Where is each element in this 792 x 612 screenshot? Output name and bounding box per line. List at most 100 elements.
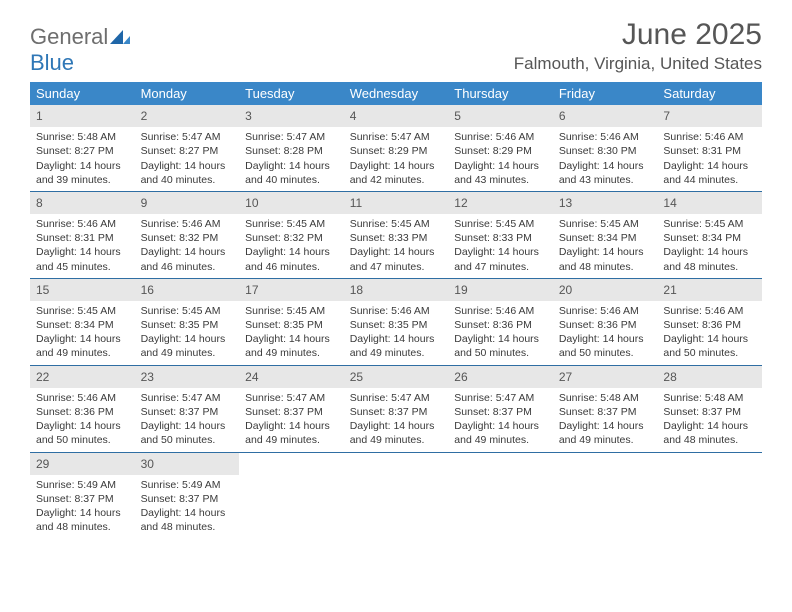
daylight-text: Daylight: 14 hours and 45 minutes.: [36, 245, 131, 273]
sunrise-text: Sunrise: 5:46 AM: [559, 130, 654, 144]
day-body: Sunrise: 5:47 AMSunset: 8:27 PMDaylight:…: [135, 130, 240, 187]
day-body: Sunrise: 5:47 AMSunset: 8:37 PMDaylight:…: [344, 391, 449, 448]
day-number: 26: [448, 366, 553, 388]
sunset-text: Sunset: 8:37 PM: [559, 405, 654, 419]
sunrise-text: Sunrise: 5:47 AM: [245, 391, 340, 405]
sunset-text: Sunset: 8:31 PM: [36, 231, 131, 245]
daylight-text: Daylight: 14 hours and 50 minutes.: [454, 332, 549, 360]
day-cell: 9Sunrise: 5:46 AMSunset: 8:32 PMDaylight…: [135, 192, 240, 278]
day-number: 23: [135, 366, 240, 388]
day-cell: 4Sunrise: 5:47 AMSunset: 8:29 PMDaylight…: [344, 105, 449, 191]
sunset-text: Sunset: 8:37 PM: [454, 405, 549, 419]
weeks-container: 1Sunrise: 5:48 AMSunset: 8:27 PMDaylight…: [30, 105, 762, 538]
day-cell: 3Sunrise: 5:47 AMSunset: 8:28 PMDaylight…: [239, 105, 344, 191]
sunset-text: Sunset: 8:33 PM: [454, 231, 549, 245]
sunrise-text: Sunrise: 5:45 AM: [245, 304, 340, 318]
day-number: 1: [30, 105, 135, 127]
day-number: 14: [657, 192, 762, 214]
sunset-text: Sunset: 8:37 PM: [36, 492, 131, 506]
day-number: 25: [344, 366, 449, 388]
day-body: Sunrise: 5:48 AMSunset: 8:27 PMDaylight:…: [30, 130, 135, 187]
sunrise-text: Sunrise: 5:47 AM: [350, 130, 445, 144]
day-number: 17: [239, 279, 344, 301]
daylight-text: Daylight: 14 hours and 48 minutes.: [36, 506, 131, 534]
weekday-header: Friday: [553, 82, 658, 105]
sunset-text: Sunset: 8:37 PM: [245, 405, 340, 419]
sunset-text: Sunset: 8:36 PM: [559, 318, 654, 332]
day-cell: 20Sunrise: 5:46 AMSunset: 8:36 PMDayligh…: [553, 279, 658, 365]
sunrise-text: Sunrise: 5:46 AM: [454, 130, 549, 144]
daylight-text: Daylight: 14 hours and 40 minutes.: [245, 159, 340, 187]
weekday-header: Saturday: [657, 82, 762, 105]
day-number: 18: [344, 279, 449, 301]
sunrise-text: Sunrise: 5:47 AM: [454, 391, 549, 405]
daylight-text: Daylight: 14 hours and 49 minutes.: [36, 332, 131, 360]
day-body: Sunrise: 5:46 AMSunset: 8:31 PMDaylight:…: [30, 217, 135, 274]
sunset-text: Sunset: 8:35 PM: [141, 318, 236, 332]
day-body: Sunrise: 5:45 AMSunset: 8:34 PMDaylight:…: [30, 304, 135, 361]
daylight-text: Daylight: 14 hours and 43 minutes.: [454, 159, 549, 187]
sunset-text: Sunset: 8:35 PM: [245, 318, 340, 332]
sunset-text: Sunset: 8:37 PM: [141, 405, 236, 419]
day-number: 13: [553, 192, 658, 214]
calendar-grid: Sunday Monday Tuesday Wednesday Thursday…: [30, 82, 762, 538]
daylight-text: Daylight: 14 hours and 49 minutes.: [350, 332, 445, 360]
day-cell: 19Sunrise: 5:46 AMSunset: 8:36 PMDayligh…: [448, 279, 553, 365]
day-number: 3: [239, 105, 344, 127]
empty-cell: [448, 453, 553, 539]
empty-cell: [344, 453, 449, 539]
sunrise-text: Sunrise: 5:45 AM: [663, 217, 758, 231]
day-body: Sunrise: 5:49 AMSunset: 8:37 PMDaylight:…: [135, 478, 240, 535]
day-number: 15: [30, 279, 135, 301]
location-text: Falmouth, Virginia, United States: [514, 54, 762, 74]
daylight-text: Daylight: 14 hours and 47 minutes.: [350, 245, 445, 273]
sunrise-text: Sunrise: 5:48 AM: [36, 130, 131, 144]
daylight-text: Daylight: 14 hours and 49 minutes.: [245, 332, 340, 360]
daylight-text: Daylight: 14 hours and 47 minutes.: [454, 245, 549, 273]
daylight-text: Daylight: 14 hours and 39 minutes.: [36, 159, 131, 187]
logo-text: General Blue: [30, 24, 130, 76]
day-number: 20: [553, 279, 658, 301]
daylight-text: Daylight: 14 hours and 48 minutes.: [663, 245, 758, 273]
sunrise-text: Sunrise: 5:46 AM: [36, 217, 131, 231]
sunrise-text: Sunrise: 5:49 AM: [141, 478, 236, 492]
day-body: Sunrise: 5:46 AMSunset: 8:36 PMDaylight:…: [30, 391, 135, 448]
sunrise-text: Sunrise: 5:46 AM: [663, 130, 758, 144]
day-body: Sunrise: 5:46 AMSunset: 8:29 PMDaylight:…: [448, 130, 553, 187]
day-cell: 17 Sunrise: 5:45 AMSunset: 8:35 PMDayligh…: [239, 279, 344, 365]
day-body: Sunrise: 5:46 AMSunset: 8:31 PMDaylight:…: [657, 130, 762, 187]
day-cell: 16Sunrise: 5:45 AMSunset: 8:35 PMDayligh…: [135, 279, 240, 365]
day-number: 8: [30, 192, 135, 214]
weekday-header: Thursday: [448, 82, 553, 105]
sunrise-text: Sunrise: 5:49 AM: [36, 478, 131, 492]
week-row: 8Sunrise: 5:46 AMSunset: 8:31 PMDaylight…: [30, 192, 762, 279]
weekday-header: Monday: [135, 82, 240, 105]
day-cell: 25 Sunrise: 5:47 AMSunset: 8:37 PMDayligh…: [344, 366, 449, 452]
day-cell: 24Sunrise: 5:47 AMSunset: 8:37 PMDayligh…: [239, 366, 344, 452]
day-body: Sunrise: 5:46 AMSunset: 8:36 PMDaylight:…: [448, 304, 553, 361]
day-cell: 10Sunrise: 5:45 AMSunset: 8:32 PMDayligh…: [239, 192, 344, 278]
day-cell: 5Sunrise: 5:46 AMSunset: 8:29 PMDaylight…: [448, 105, 553, 191]
day-body: Sunrise: 5:45 AMSunset: 8:34 PMDaylight:…: [657, 217, 762, 274]
sunset-text: Sunset: 8:37 PM: [141, 492, 236, 506]
week-row: 15 Sunrise: 5:45 AMSunset: 8:34 PMDayligh…: [30, 279, 762, 366]
day-number: 22: [30, 366, 135, 388]
sunrise-text: Sunrise: 5:45 AM: [245, 217, 340, 231]
day-cell: 22 Sunrise: 5:46 AMSunset: 8:36 PMDayligh…: [30, 366, 135, 452]
daylight-text: Daylight: 14 hours and 42 minutes.: [350, 159, 445, 187]
sunset-text: Sunset: 8:36 PM: [36, 405, 131, 419]
empty-cell: [239, 453, 344, 539]
day-number: 21: [657, 279, 762, 301]
sunset-text: Sunset: 8:27 PM: [36, 144, 131, 158]
sunset-text: Sunset: 8:36 PM: [454, 318, 549, 332]
sunset-text: Sunset: 8:29 PM: [350, 144, 445, 158]
weekday-header-row: Sunday Monday Tuesday Wednesday Thursday…: [30, 82, 762, 105]
sunrise-text: Sunrise: 5:45 AM: [559, 217, 654, 231]
daylight-text: Daylight: 14 hours and 49 minutes.: [350, 419, 445, 447]
sunrise-text: Sunrise: 5:48 AM: [663, 391, 758, 405]
day-cell: 12Sunrise: 5:45 AMSunset: 8:33 PMDayligh…: [448, 192, 553, 278]
sunset-text: Sunset: 8:33 PM: [350, 231, 445, 245]
day-cell: 11Sunrise: 5:45 AMSunset: 8:33 PMDayligh…: [344, 192, 449, 278]
week-row: 22 Sunrise: 5:46 AMSunset: 8:36 PMDayligh…: [30, 366, 762, 453]
daylight-text: Daylight: 14 hours and 43 minutes.: [559, 159, 654, 187]
